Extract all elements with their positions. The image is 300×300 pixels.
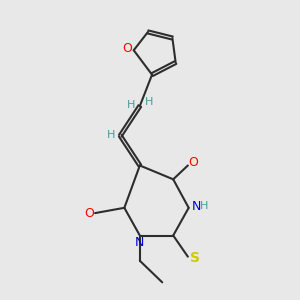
Text: H: H xyxy=(145,97,153,107)
Text: O: O xyxy=(188,156,198,169)
Text: O: O xyxy=(123,42,133,55)
Text: O: O xyxy=(84,207,94,220)
Text: H: H xyxy=(200,201,208,211)
Text: H: H xyxy=(107,130,116,140)
Text: N: N xyxy=(135,236,145,248)
Text: N: N xyxy=(191,200,201,213)
Text: S: S xyxy=(190,251,200,265)
Text: H: H xyxy=(127,100,135,110)
